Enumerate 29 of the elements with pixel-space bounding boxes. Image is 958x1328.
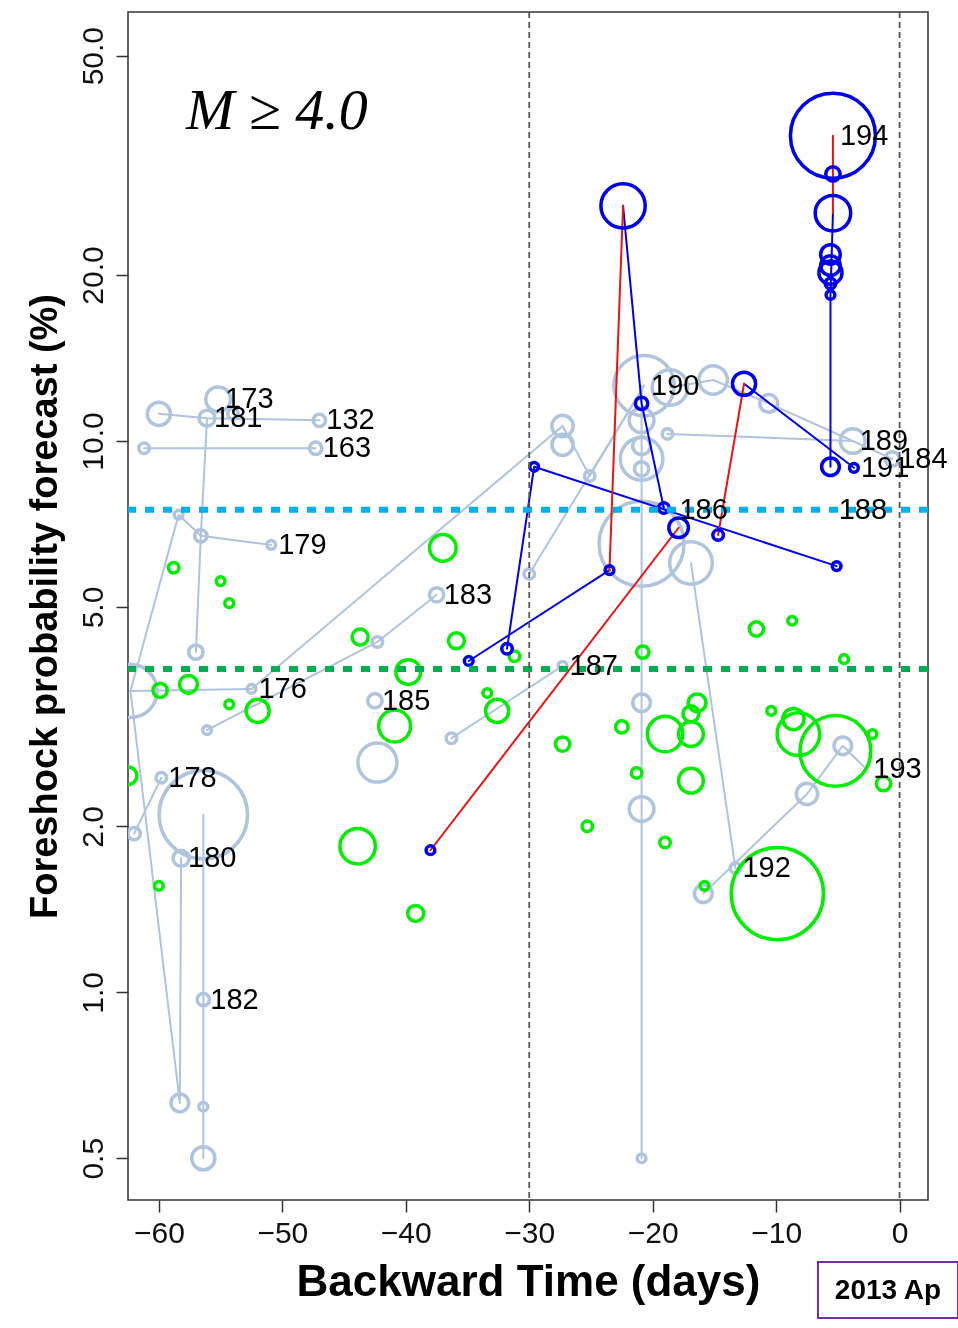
x-tick-label: −40 xyxy=(380,1215,432,1249)
annotation: 178 xyxy=(168,760,217,793)
y-tick-label: 1.0 xyxy=(75,971,109,1014)
y-tick-label: 50.0 xyxy=(75,26,109,86)
x-tick-label: 0 xyxy=(891,1215,909,1249)
annotation: 176 xyxy=(258,671,307,704)
x-tick-label: −10 xyxy=(751,1215,803,1249)
annotation: 180 xyxy=(188,841,237,874)
annotation: 190 xyxy=(651,368,700,401)
y-tick-label: 0.5 xyxy=(75,1137,109,1180)
x-tick-label: −50 xyxy=(257,1215,309,1249)
annotation: 193 xyxy=(873,752,922,785)
x-axis-title: Backward Time (days) xyxy=(296,1255,761,1305)
annotation: 183 xyxy=(443,577,493,610)
x-tick-label: −30 xyxy=(504,1215,556,1249)
annotation: 179 xyxy=(278,527,327,560)
y-tick-label: 20.0 xyxy=(75,246,109,305)
x-tick-label: −60 xyxy=(133,1215,185,1249)
annotation: 192 xyxy=(742,851,791,884)
annotation: 188 xyxy=(838,492,888,525)
y-axis-title: Foreshock probability forecast (%) xyxy=(22,293,65,920)
y-tick-label: 5.0 xyxy=(75,586,109,629)
x-tick-label: −20 xyxy=(627,1215,679,1249)
y-tick-label: 10.0 xyxy=(75,412,109,471)
text: 2013 Ap xyxy=(834,1274,942,1305)
y-tick-label: 2.0 xyxy=(75,805,109,848)
text: M ≥ 4.0 xyxy=(185,77,368,142)
annotation: 182 xyxy=(210,982,259,1015)
annotation: 185 xyxy=(381,683,431,716)
